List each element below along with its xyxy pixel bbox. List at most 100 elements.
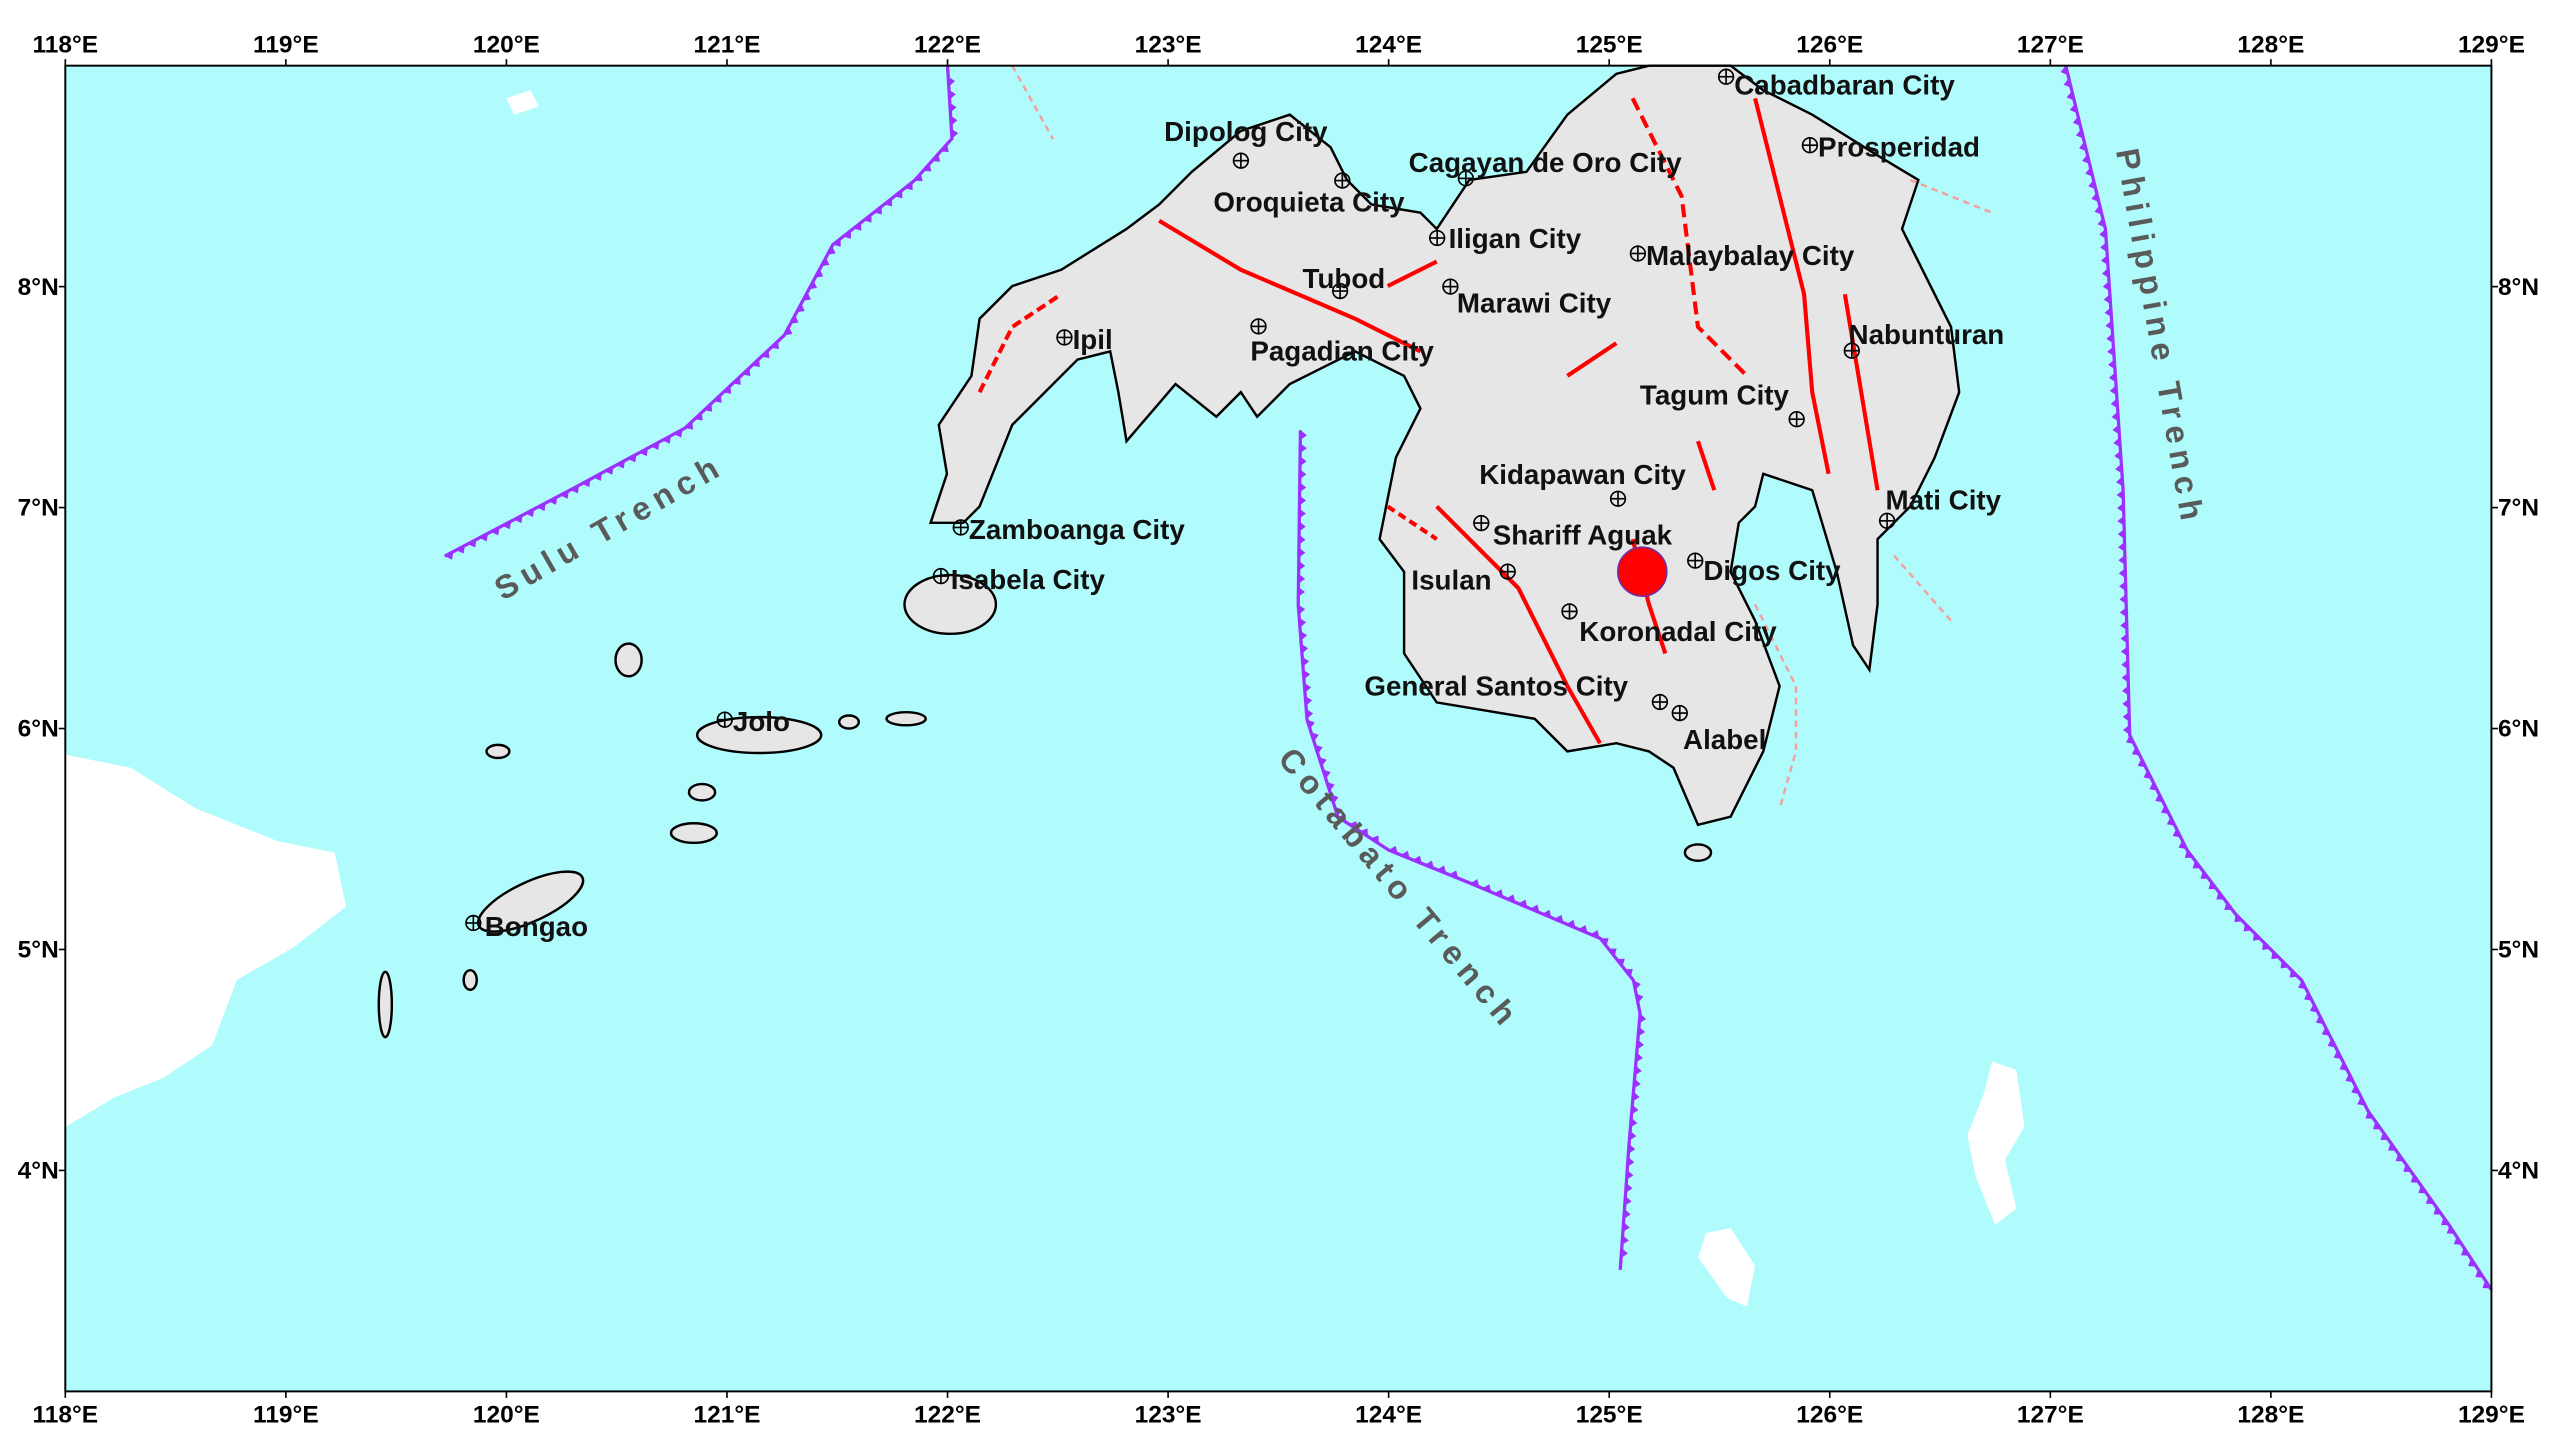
city-label: General Santos City xyxy=(1364,670,1628,701)
trench-2 xyxy=(2060,65,2493,1291)
trench-tooth xyxy=(694,412,703,421)
trench-tooth xyxy=(2097,217,2106,228)
trench-tooth xyxy=(1626,1169,1634,1180)
trench-tooth xyxy=(2107,346,2115,357)
trench-tooth xyxy=(2117,516,2125,526)
trench-tooth xyxy=(1310,732,1319,742)
trench-tooth xyxy=(2106,333,2114,344)
trench-tooth xyxy=(2192,860,2201,869)
trench-tooth xyxy=(1437,865,1447,874)
city-marker-icon xyxy=(1801,137,1819,154)
trench-tooth xyxy=(581,479,591,488)
trench-tooth xyxy=(2137,758,2146,768)
trench-tooth xyxy=(2403,1164,2412,1173)
trench-tooth xyxy=(2149,781,2158,791)
lat-tick-label: 8°N xyxy=(2498,274,2539,301)
trench-tooth xyxy=(2117,502,2124,513)
city-label: Pagadian City xyxy=(1250,336,1434,367)
city-label: Iligan City xyxy=(1449,223,1582,254)
trench-tooth xyxy=(2280,960,2289,969)
trench-tooth xyxy=(1635,1052,1643,1063)
city-label: Prosperidad xyxy=(1818,132,1980,163)
trench-tooth xyxy=(2120,646,2128,657)
trench-tooth xyxy=(2118,542,2125,552)
trench-tooth xyxy=(2102,281,2110,292)
trench-tooth xyxy=(2112,424,2120,435)
city-kidapawan-city: Kidapawan City xyxy=(1479,459,1686,507)
trench-tooth xyxy=(1449,870,1459,879)
city-marker-icon xyxy=(1056,329,1073,346)
trench-tooth xyxy=(1299,469,1307,480)
lon-tick-label: 129°E xyxy=(2458,32,2525,59)
city-marker-icon xyxy=(1473,514,1490,532)
trench-tooth xyxy=(2309,1003,2319,1013)
trench-tooth xyxy=(1300,430,1307,441)
trench-tooth xyxy=(1298,534,1306,545)
trench-tooth xyxy=(2441,1217,2450,1226)
city-pagadian-city: Pagadian City xyxy=(1250,318,1434,367)
trench-tooth xyxy=(2091,192,2099,203)
trench-tooth xyxy=(2418,1185,2427,1194)
trench-tooth xyxy=(2116,489,2124,500)
trench-tooth xyxy=(2289,969,2298,978)
trench-tooth xyxy=(2119,594,2127,605)
trench-0 xyxy=(443,65,959,560)
trench-tooth xyxy=(2121,672,2129,683)
trench-tooth xyxy=(827,246,836,255)
lat-tick-label: 6°N xyxy=(18,716,59,743)
trench-tooth xyxy=(2131,746,2140,756)
trench-tooth xyxy=(2119,607,2127,618)
trench-tooth xyxy=(1530,904,1540,913)
trench-tooth xyxy=(2075,129,2084,139)
trench-tooth xyxy=(2351,1085,2360,1094)
trench-tooth xyxy=(2126,735,2135,744)
trench-tooth xyxy=(914,173,923,182)
trench-tooth xyxy=(923,163,932,172)
trench-tooth xyxy=(479,533,488,542)
trench-tooth xyxy=(1298,560,1306,571)
city-marker-icon xyxy=(1878,512,1896,529)
trench-tooth xyxy=(2082,154,2090,165)
trench-tooth xyxy=(2110,398,2118,409)
trench-tooth xyxy=(1630,1117,1638,1128)
trench-tooth xyxy=(1298,573,1306,584)
trench-tooth xyxy=(843,230,852,239)
lat-tick-label: 8°N xyxy=(18,274,59,301)
city-marker-icon xyxy=(1331,282,1349,300)
trench-tooth xyxy=(1298,586,1305,597)
trench-tooth xyxy=(2380,1132,2389,1141)
trench-tooth xyxy=(1633,1078,1641,1089)
trench-tooth xyxy=(1400,850,1410,859)
city-cagayan-de-oro-city: Cagayan de Oro City xyxy=(1409,147,1682,187)
trench-tooth xyxy=(863,214,872,223)
lat-tick-label: 5°N xyxy=(18,937,59,964)
trench-tooth xyxy=(904,182,913,191)
city-label: Malaybalay City xyxy=(1646,240,1855,271)
trench-tooth xyxy=(2100,242,2107,252)
trench-tooth xyxy=(948,76,956,87)
lon-tick-label: 120°E xyxy=(473,1401,540,1428)
trench-tooth xyxy=(2468,1258,2477,1267)
basilan-island xyxy=(903,573,998,636)
trench-tooth xyxy=(1306,708,1314,719)
lat-tick-label: 7°N xyxy=(18,495,59,522)
lon-tick-label: 128°E xyxy=(2237,1401,2304,1428)
city-marker-icon xyxy=(1843,342,1860,359)
trench-tooth xyxy=(1621,1235,1629,1245)
trench-tooth xyxy=(2161,805,2170,815)
trench-tooth xyxy=(1627,1156,1635,1167)
trench-tooth xyxy=(1638,1026,1646,1037)
trench-tooth xyxy=(1305,695,1313,706)
city-alabel: Alabel xyxy=(1671,704,1766,755)
trench-tooth xyxy=(513,515,523,524)
city-marker-icon xyxy=(952,519,969,536)
trench-tooth xyxy=(1590,930,1600,939)
city-zamboanga-city: Zamboanga City xyxy=(952,514,1185,545)
city-general-santos-city: General Santos City xyxy=(1364,670,1669,711)
trench-tooth xyxy=(821,257,830,267)
epicenter-marker xyxy=(1616,546,1668,597)
trench-tooth xyxy=(742,367,751,376)
trench-tooth xyxy=(1299,508,1306,519)
